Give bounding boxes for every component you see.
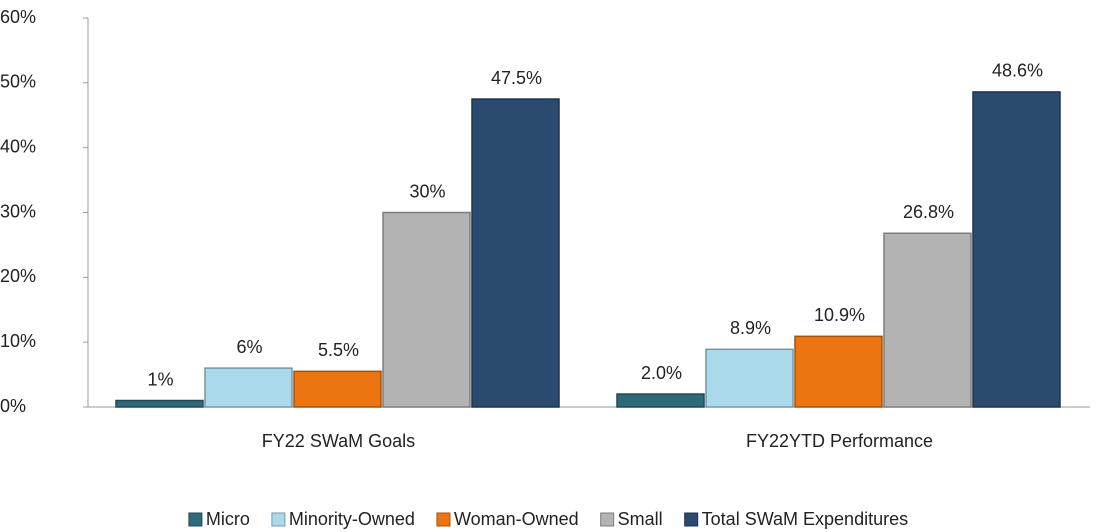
- bar: [115, 399, 204, 408]
- y-tick-label: 20%: [0, 266, 36, 286]
- y-tick-label: 30%: [0, 201, 36, 221]
- legend-swatch: [436, 512, 451, 527]
- bar: [382, 211, 471, 408]
- bar: [883, 232, 972, 408]
- value-label: 48.6%: [992, 61, 1043, 81]
- value-label: 10.9%: [814, 305, 865, 325]
- value-label: 26.8%: [903, 202, 954, 222]
- legend-label: Minority-Owned: [289, 509, 415, 529]
- bar: [705, 348, 794, 408]
- legend-swatch: [271, 512, 286, 527]
- value-label: 2.0%: [641, 363, 682, 383]
- bar: [471, 98, 560, 408]
- legend-label: Woman-Owned: [454, 509, 579, 529]
- value-label: 47.5%: [491, 68, 542, 88]
- y-tick-label: 50%: [0, 72, 36, 92]
- legend-swatch: [684, 512, 699, 527]
- bar: [972, 91, 1061, 408]
- legend-swatch: [600, 512, 615, 527]
- bar: [204, 367, 293, 408]
- value-label: 6%: [236, 337, 262, 357]
- value-label: 30%: [409, 181, 445, 201]
- value-label: 8.9%: [730, 318, 771, 338]
- y-tick-label: 40%: [0, 136, 36, 156]
- bar: [616, 393, 705, 408]
- bar: [293, 370, 382, 408]
- value-label: 1%: [147, 369, 173, 389]
- legend-label: Micro: [206, 509, 250, 529]
- y-tick-label: 60%: [0, 7, 36, 27]
- y-tick-label: 0%: [0, 396, 26, 416]
- legend-swatch: [188, 512, 203, 527]
- bar: [794, 335, 883, 408]
- x-tick-label: FY22 SWaM Goals: [262, 431, 415, 451]
- x-tick-label: FY22YTD Performance: [746, 431, 933, 451]
- value-label: 5.5%: [318, 340, 359, 360]
- y-tick-label: 10%: [0, 331, 36, 351]
- legend-label: Total SWaM Expenditures: [702, 509, 908, 529]
- legend-label: Small: [618, 509, 663, 529]
